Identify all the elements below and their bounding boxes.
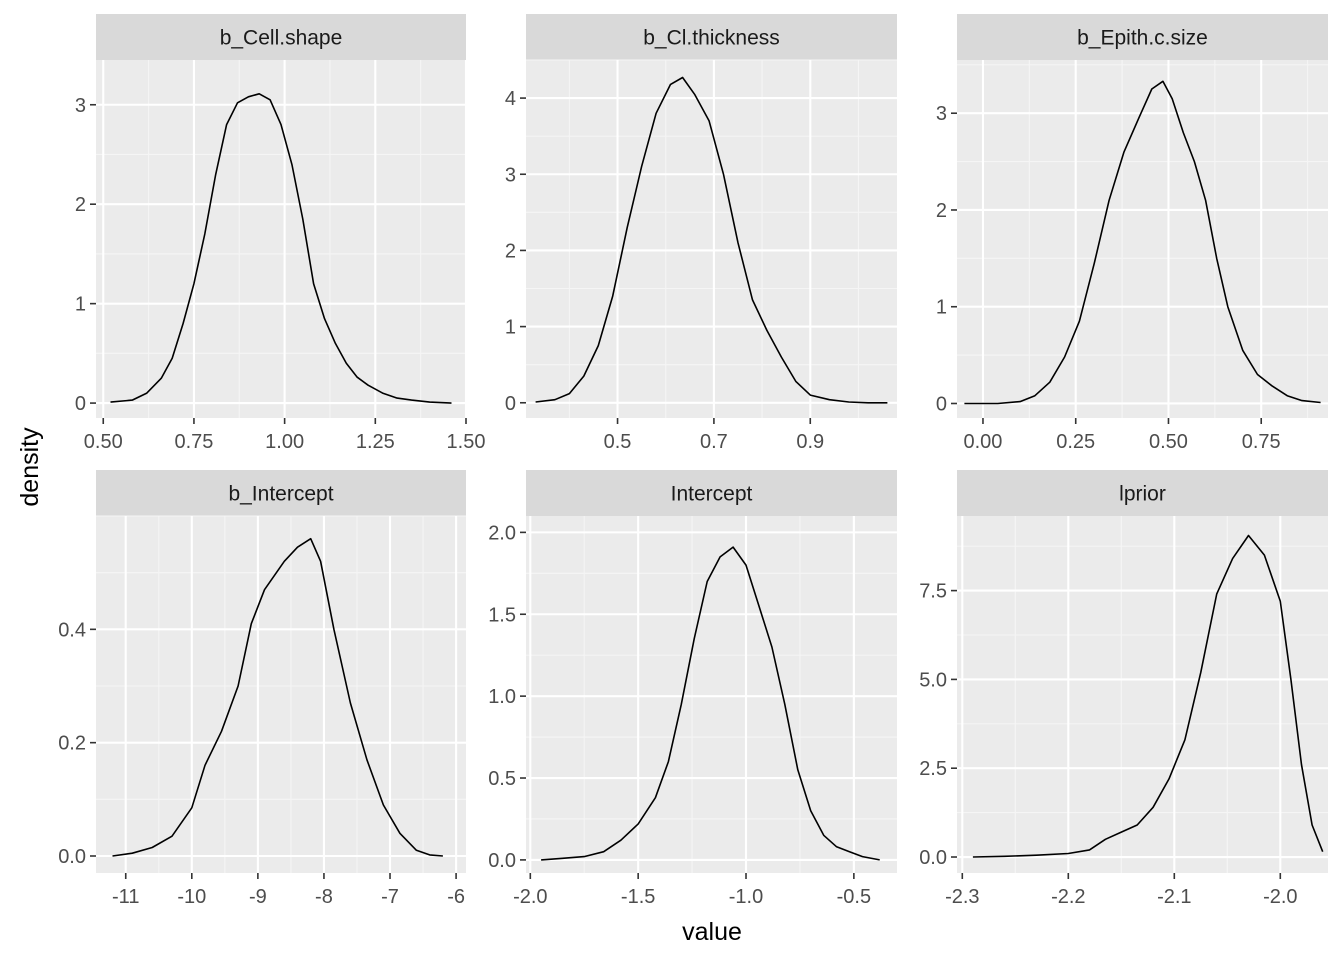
x-tick-label: -11 xyxy=(112,886,139,908)
y-tick-label: 1.0 xyxy=(488,686,516,708)
panel-background xyxy=(957,60,1328,418)
x-tick-label: -6 xyxy=(447,886,465,908)
facet-panel-1: b_Cl.thickness 0.5 0.7 0.9 0 1 2 3 4 xyxy=(505,14,897,453)
facet-strip xyxy=(96,470,466,516)
y-tick-label: 3 xyxy=(936,103,947,125)
y-tick-label: 1 xyxy=(505,317,516,339)
facet-panel-5: lprior -2.3 -2.2 -2.1 -2.0 0.0 2.5 5.0 7.5 xyxy=(919,470,1328,908)
panel-background xyxy=(526,516,897,873)
x-tick-label: 0.9 xyxy=(796,431,824,453)
facet-strip xyxy=(96,14,466,60)
y-tick-label: 0.2 xyxy=(58,733,86,755)
x-tick-label: 1.00 xyxy=(265,431,304,453)
x-tick-label: 0.75 xyxy=(174,431,213,453)
y-tick-label: 1 xyxy=(936,297,947,319)
facet-strip xyxy=(526,14,897,60)
panel-background xyxy=(526,60,897,418)
y-tick-label: 0.0 xyxy=(58,846,86,868)
y-tick-label: 0.5 xyxy=(488,768,516,790)
y-tick-label: 2.0 xyxy=(488,522,516,544)
x-tick-label: 0.7 xyxy=(700,431,728,453)
x-axis-title: value xyxy=(682,918,742,946)
facet-title: b_Cell.shape xyxy=(220,27,343,50)
y-tick-label: 0 xyxy=(936,393,947,415)
x-tick-label: 1.50 xyxy=(447,431,486,453)
x-tick-label: 0.50 xyxy=(84,431,123,453)
x-tick-label: -10 xyxy=(177,886,206,908)
y-tick-label: 0 xyxy=(505,393,516,415)
x-tick-label: -2.3 xyxy=(945,886,979,908)
density-line xyxy=(972,534,1324,858)
x-tick-label: 0.50 xyxy=(1149,431,1188,453)
x-tick-label: -1.0 xyxy=(729,886,763,908)
facet-panel-4: Intercept -2.0 -1.5 -1.0 -0.5 0.0 0.5 1.0 1.5 2.0 xyxy=(488,470,897,908)
y-tick-label: 0 xyxy=(75,393,86,415)
y-tick-label: 2 xyxy=(75,194,86,216)
density-line xyxy=(112,537,443,857)
facet-panel-3: b_Intercept -11 -10 -9 -8 -7 -6 0.0 0.2 0.4 xyxy=(58,470,466,908)
facet-strip xyxy=(957,14,1328,60)
facet-title: b_Intercept xyxy=(228,483,333,506)
panel-background xyxy=(96,60,466,418)
facet-panel-0: b_Cell.shape 0.50 0.75 1.00 1.25 1.50 0 1 2 3 xyxy=(75,14,486,453)
panel-background xyxy=(96,516,466,873)
facet-strip xyxy=(957,470,1328,516)
y-tick-label: 0.4 xyxy=(58,619,86,641)
y-tick-label: 2.5 xyxy=(919,758,947,780)
y-tick-label: 7.5 xyxy=(919,581,947,603)
y-tick-label: 4 xyxy=(505,88,516,110)
facet-title: b_Cl.thickness xyxy=(643,27,780,50)
y-tick-label: 1 xyxy=(75,294,86,316)
density-line xyxy=(541,546,880,861)
x-tick-label: -8 xyxy=(315,886,333,908)
density-line xyxy=(110,93,452,404)
y-tick-label: 0.0 xyxy=(488,850,516,872)
x-tick-label: -2.1 xyxy=(1157,886,1191,908)
x-tick-label: -7 xyxy=(381,886,399,908)
x-tick-label: 1.25 xyxy=(356,431,395,453)
x-tick-label: -0.5 xyxy=(837,886,871,908)
x-tick-label: -2.0 xyxy=(513,886,547,908)
facet-strip xyxy=(526,470,897,516)
facet-title: Intercept xyxy=(671,483,753,506)
facet-title: b_Epith.c.size xyxy=(1077,27,1208,50)
x-tick-label: -2.2 xyxy=(1051,886,1085,908)
facet-title: lprior xyxy=(1119,483,1166,506)
panel-background xyxy=(957,516,1328,873)
x-tick-label: -9 xyxy=(249,886,267,908)
y-tick-label: 1.5 xyxy=(488,604,516,626)
x-tick-label: 0.25 xyxy=(1056,431,1095,453)
y-axis-title: density xyxy=(16,427,44,507)
x-tick-label: -2.0 xyxy=(1263,886,1297,908)
facet-panel-2: b_Epith.c.size 0.00 0.25 0.50 0.75 0 1 2 3 xyxy=(936,14,1328,453)
y-tick-label: 3 xyxy=(75,95,86,117)
x-tick-label: -1.5 xyxy=(621,886,655,908)
x-tick-label: 0.5 xyxy=(604,431,632,453)
x-tick-label: 0.75 xyxy=(1242,431,1281,453)
y-tick-label: 0.0 xyxy=(919,847,947,869)
density-line xyxy=(535,76,888,404)
y-tick-label: 5.0 xyxy=(919,669,947,691)
y-tick-label: 2 xyxy=(505,240,516,262)
y-tick-label: 2 xyxy=(936,200,947,222)
x-tick-label: 0.00 xyxy=(964,431,1003,453)
density-line xyxy=(964,80,1321,405)
y-tick-label: 3 xyxy=(505,164,516,186)
